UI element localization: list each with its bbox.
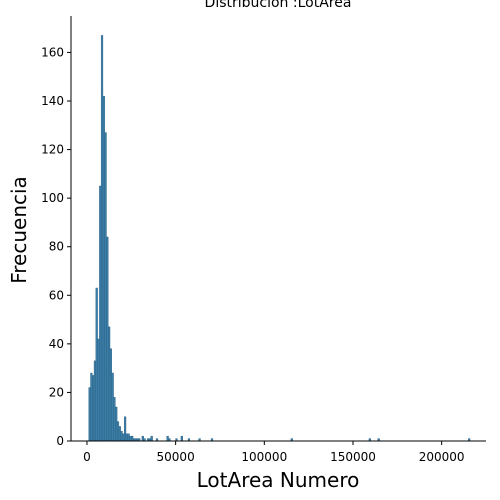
histogram-bar bbox=[150, 435, 153, 442]
histogram-bar bbox=[102, 95, 105, 442]
histogram-bar bbox=[141, 435, 144, 442]
y-tick-label: 100 bbox=[41, 191, 64, 205]
x-tick-label: 200000 bbox=[419, 450, 465, 464]
y-axis-ticks: 0 20 40 60 80 100 120 140 160 bbox=[41, 45, 71, 448]
y-tick-label: 140 bbox=[41, 94, 64, 108]
histogram-bar bbox=[106, 236, 109, 442]
histogram-bar bbox=[131, 435, 134, 442]
histogram-bar bbox=[124, 416, 127, 442]
y-tick-label: 40 bbox=[49, 337, 64, 351]
y-tick-label: 120 bbox=[41, 143, 64, 157]
histogram-bar bbox=[99, 185, 102, 442]
histogram-bar bbox=[115, 406, 118, 442]
x-tick-label: 150000 bbox=[330, 450, 376, 464]
histogram-bar bbox=[108, 326, 111, 442]
histogram-bar bbox=[104, 132, 107, 442]
histogram-bar bbox=[127, 433, 130, 442]
x-axis-label: LotArea Numero bbox=[197, 468, 360, 492]
histogram-bar bbox=[95, 287, 98, 442]
histogram-bar bbox=[180, 435, 183, 442]
histogram-bar bbox=[100, 35, 104, 442]
histogram-bar bbox=[109, 348, 112, 442]
y-tick-label: 20 bbox=[49, 385, 64, 399]
histogram-bars bbox=[88, 35, 471, 442]
histogram-bar bbox=[129, 435, 132, 442]
histogram-bar bbox=[97, 338, 100, 442]
y-axis-label: Frecuencia bbox=[7, 176, 31, 284]
histogram-bar bbox=[88, 387, 91, 442]
histogram-bar bbox=[113, 397, 116, 442]
histogram-bar bbox=[92, 375, 95, 442]
x-tick-label: 50000 bbox=[157, 450, 195, 464]
x-tick-label: 0 bbox=[83, 450, 91, 464]
histogram-bar bbox=[93, 360, 97, 442]
histogram-bar bbox=[120, 431, 123, 442]
x-tick-label: 100000 bbox=[241, 450, 287, 464]
x-axis-ticks: 0 50000 100000 150000 200000 bbox=[83, 441, 465, 464]
histogram-bar bbox=[116, 421, 120, 442]
y-tick-label: 0 bbox=[56, 434, 64, 448]
histogram-bar bbox=[90, 372, 93, 442]
histogram-bar bbox=[111, 372, 114, 442]
chart-title: Distribución :LotArea bbox=[205, 0, 352, 11]
histogram-bar bbox=[118, 426, 121, 442]
histogram-bar bbox=[166, 435, 169, 442]
histogram-bar bbox=[122, 433, 125, 442]
y-tick-label: 80 bbox=[49, 240, 64, 254]
histogram-bar bbox=[125, 433, 128, 442]
y-tick-label: 160 bbox=[41, 45, 64, 59]
y-tick-label: 60 bbox=[49, 288, 64, 302]
